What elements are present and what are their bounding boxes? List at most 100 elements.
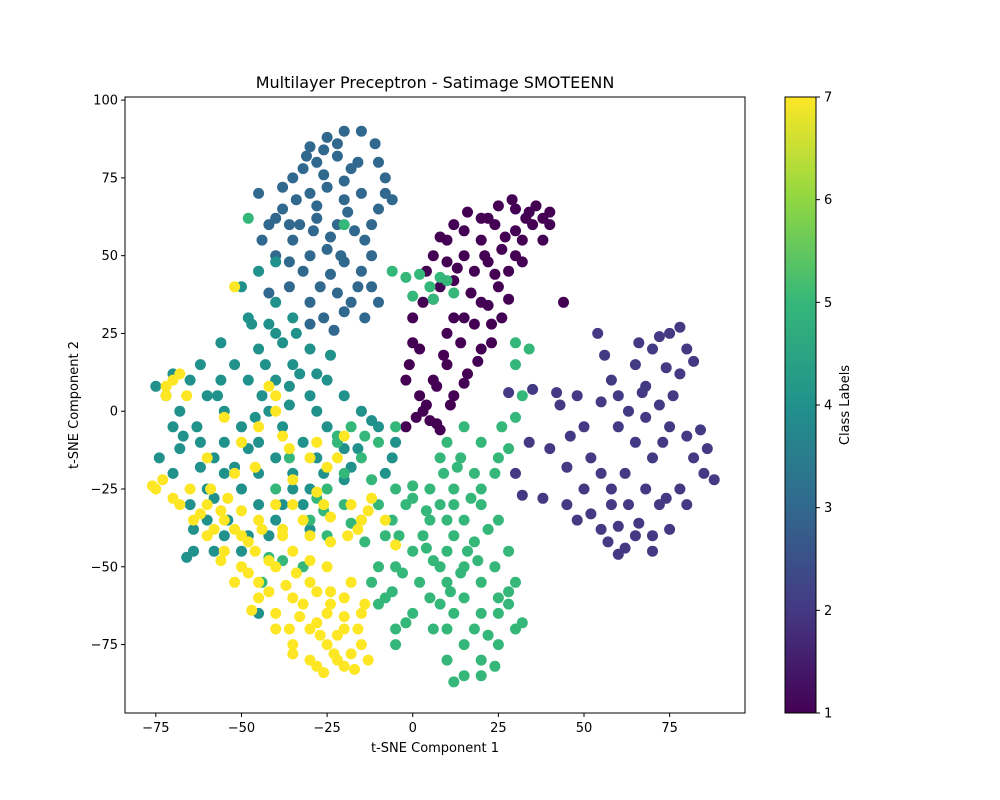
scatter-point-class-5 bbox=[390, 639, 402, 651]
scatter-point-class-7 bbox=[311, 486, 323, 498]
scatter-point-class-5 bbox=[503, 545, 515, 557]
colorbar-tick-label: 4 bbox=[824, 399, 832, 414]
scatter-point-class-7 bbox=[184, 483, 196, 495]
scatter-point-class-1 bbox=[496, 312, 508, 324]
scatter-point-class-3 bbox=[366, 250, 378, 262]
scatter-point-class-4 bbox=[150, 380, 162, 392]
scatter-point-class-7 bbox=[321, 607, 333, 619]
scatter-point-class-4 bbox=[325, 349, 336, 361]
scatter-point-class-4 bbox=[253, 436, 265, 448]
scatter-point-class-1 bbox=[537, 234, 549, 246]
scatter-point-class-3 bbox=[270, 212, 282, 224]
scatter-point-class-5 bbox=[373, 561, 384, 573]
scatter-point-class-5 bbox=[321, 483, 333, 495]
scatter-point-class-1 bbox=[544, 206, 556, 218]
y-tick-label: 100 bbox=[93, 94, 118, 109]
scatter-point-class-1 bbox=[403, 359, 415, 371]
scatter-point-class-5 bbox=[414, 576, 426, 588]
scatter-point-class-5 bbox=[458, 670, 470, 682]
scatter-point-class-2 bbox=[681, 430, 693, 442]
scatter-point-class-1 bbox=[407, 337, 419, 349]
scatter-point-class-7 bbox=[242, 536, 254, 548]
scatter-point-class-5 bbox=[283, 452, 295, 464]
scatter-point-class-7 bbox=[349, 663, 360, 675]
scatter-point-class-2 bbox=[605, 483, 617, 495]
scatter-point-class-3 bbox=[277, 203, 289, 215]
scatter-point-class-2 bbox=[585, 508, 597, 520]
scatter-point-class-2 bbox=[554, 399, 566, 411]
scatter-point-class-1 bbox=[510, 225, 521, 237]
scatter-point-class-1 bbox=[530, 200, 542, 212]
scatter-point-class-7 bbox=[253, 421, 265, 433]
scatter-point-class-2 bbox=[592, 327, 604, 339]
scatter-point-class-1 bbox=[506, 194, 518, 206]
scatter-point-class-4 bbox=[184, 374, 196, 386]
y-tick-label: −50 bbox=[91, 560, 118, 575]
scatter-point-class-2 bbox=[647, 452, 658, 464]
scatter-point-class-2 bbox=[667, 390, 679, 402]
scatter-point-class-1 bbox=[410, 411, 422, 423]
scatter-point-class-4 bbox=[167, 421, 179, 433]
scatter-point-class-5 bbox=[489, 467, 501, 479]
scatter-point-class-2 bbox=[503, 387, 515, 399]
colorbar-tick-label: 5 bbox=[824, 296, 832, 311]
scatter-point-class-1 bbox=[458, 250, 470, 262]
scatter-point-class-3 bbox=[253, 187, 265, 199]
scatter-point-class-7 bbox=[311, 436, 323, 448]
scatter-point-class-3 bbox=[373, 203, 384, 215]
scatter-point-class-3 bbox=[373, 296, 384, 308]
scatter-point-class-5 bbox=[427, 555, 439, 567]
scatter-point-class-5 bbox=[355, 452, 367, 464]
scatter-point-class-2 bbox=[633, 517, 645, 529]
scatter-point-class-2 bbox=[605, 374, 617, 386]
scatter-point-class-3 bbox=[297, 163, 309, 175]
scatter-point-class-7 bbox=[160, 390, 172, 402]
scatter-point-class-7 bbox=[345, 648, 357, 660]
scatter-point-class-5 bbox=[448, 676, 460, 688]
scatter-point-class-7 bbox=[249, 461, 261, 473]
scatter-point-class-7 bbox=[218, 514, 230, 526]
scatter-point-class-1 bbox=[468, 318, 480, 330]
scatter-point-class-3 bbox=[304, 187, 316, 199]
scatter-point-class-1 bbox=[441, 327, 453, 339]
scatter-point-class-2 bbox=[602, 536, 614, 548]
scatter-point-class-4 bbox=[218, 467, 230, 479]
colorbar-tick-label: 3 bbox=[824, 501, 832, 516]
scatter-point-class-2 bbox=[701, 443, 713, 455]
scatter-point-class-2 bbox=[633, 337, 645, 349]
scatter-point-class-7 bbox=[229, 576, 241, 588]
scatter-point-class-4 bbox=[355, 405, 367, 417]
scatter-point-class-7 bbox=[311, 586, 323, 598]
scatter-point-class-7 bbox=[287, 639, 299, 651]
scatter-point-class-1 bbox=[492, 200, 504, 212]
scatter-point-class-2 bbox=[647, 545, 658, 557]
scatter-point-class-2 bbox=[640, 411, 652, 423]
scatter-point-class-7 bbox=[314, 629, 326, 641]
scatter-point-class-1 bbox=[465, 287, 477, 299]
scatter-point-class-2 bbox=[527, 383, 539, 395]
scatter-point-class-4 bbox=[283, 399, 295, 411]
scatter-point-class-4 bbox=[174, 405, 186, 417]
scatter-point-class-5 bbox=[434, 499, 446, 511]
scatter-point-class-1 bbox=[486, 337, 497, 349]
scatter-point-class-2 bbox=[653, 331, 665, 343]
scatter-point-class-1 bbox=[420, 399, 432, 411]
scatter-point-class-1 bbox=[441, 359, 453, 371]
scatter-point-class-3 bbox=[325, 231, 336, 243]
scatter-point-class-5 bbox=[444, 586, 456, 598]
scatter-point-class-7 bbox=[362, 505, 374, 517]
colorbar-axis: 1 2 3 4 5 6 7 bbox=[816, 91, 832, 722]
scatter-point-class-5 bbox=[386, 586, 398, 598]
scatter-point-class-5 bbox=[390, 421, 402, 433]
scatter-point-class-4 bbox=[386, 452, 398, 464]
scatter-point-class-7 bbox=[229, 281, 241, 293]
scatter-point-class-1 bbox=[431, 380, 443, 392]
scatter-point-class-3 bbox=[338, 125, 350, 137]
scatter-point-class-4 bbox=[242, 312, 254, 324]
colorbar bbox=[784, 96, 817, 714]
scatter-point-class-3 bbox=[331, 287, 343, 299]
scatter-point-class-5 bbox=[448, 483, 460, 495]
scatter-point-class-7 bbox=[249, 545, 261, 557]
scatter-point-class-3 bbox=[318, 144, 330, 156]
scatter-point-class-2 bbox=[698, 467, 710, 479]
